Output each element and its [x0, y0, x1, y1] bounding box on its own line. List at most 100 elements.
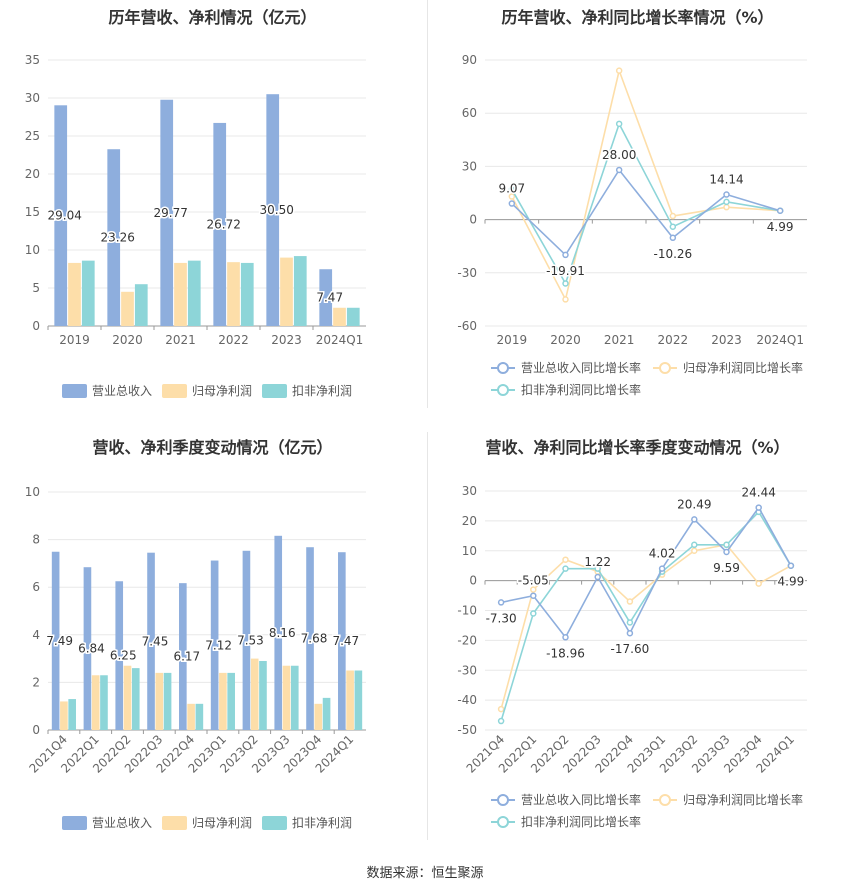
data-label: 7.68: [301, 632, 328, 646]
bar: [333, 307, 346, 326]
chart-canvas: 0 5 10 15 20 25 30 35 2019 2020 2021 2022 2023 2024Q1…: [25, 53, 366, 398]
data-label: 29.77: [154, 206, 188, 220]
data-point: [562, 251, 569, 259]
y-tick-label: -30: [457, 266, 477, 280]
data-point: [508, 200, 516, 207]
bar: [282, 665, 291, 730]
data-point: [594, 573, 601, 581]
y-tick-label: 5: [32, 281, 40, 295]
x-tick-label: 2022: [658, 333, 689, 347]
bar: [293, 256, 307, 326]
panel-divider: [427, 0, 428, 408]
series-line: [500, 506, 792, 639]
bar: [68, 699, 76, 730]
data-label: 4.02: [649, 547, 676, 561]
bar: [60, 701, 68, 730]
data-point: [723, 541, 730, 549]
legend-label: 归母净利润同比增长率: [683, 792, 803, 807]
y-tick-label: -20: [457, 633, 477, 647]
legend-swatch: [262, 384, 287, 398]
legend-label: 扣非净利润: [292, 816, 352, 830]
legend-label: 扣非净利润同比增长率: [521, 814, 641, 829]
y-tick-label: 15: [25, 205, 40, 219]
y-tick-label: 0: [469, 574, 477, 588]
bar: [155, 672, 164, 730]
data-label: 7.12: [205, 638, 232, 652]
bar: [240, 262, 254, 326]
bar: [123, 665, 132, 730]
data-point: [669, 212, 677, 220]
y-tick-label: 0: [469, 213, 477, 227]
y-tick-label: 30: [462, 484, 477, 498]
data-label: 4.99: [767, 220, 794, 234]
legend-label: 营业总收入: [92, 816, 152, 830]
data-label: 30.50: [260, 203, 294, 217]
bar: [266, 94, 280, 326]
data-point: [691, 541, 698, 549]
bar: [83, 567, 92, 730]
y-tick-label: 90: [462, 53, 477, 67]
data-point: [562, 280, 569, 287]
chart-title: 营收、净利同比增长率季度变动情况（%）: [485, 438, 790, 457]
y-tick-label: -60: [457, 319, 477, 333]
data-point: [691, 516, 698, 523]
x-tick-label: 2020: [112, 333, 143, 347]
panel-divider: [427, 432, 428, 840]
bar: [68, 262, 81, 326]
legend-marker: [497, 816, 509, 828]
series-line: [500, 543, 792, 710]
y-tick-label: 0: [32, 319, 40, 333]
data-point: [626, 598, 634, 605]
data-point: [562, 634, 569, 641]
bar: [213, 122, 227, 326]
x-tick-label: 2019: [497, 333, 528, 347]
y-tick-label: 30: [25, 91, 40, 105]
data-point: [594, 565, 601, 572]
data-label: 26.72: [207, 217, 241, 231]
legend-swatch: [62, 816, 87, 830]
y-tick-label: -50: [457, 723, 477, 737]
annual-revenue-profit-chart: 历年营收、净利情况（亿元） 0 5 10 15 20 25 30 35 2019 2020 2021…: [0, 0, 425, 430]
legend-label: 营业总收入同比增长率: [521, 792, 641, 807]
data-label: 24.44: [742, 486, 776, 500]
bar: [187, 703, 195, 730]
data-point: [530, 592, 537, 599]
series-line: [511, 67, 781, 302]
quarterly-revenue-profit-chart: 营收、净利季度变动情况（亿元） 0 2 4 6 8 10 2021Q4 2022Q1 2022Q…: [0, 430, 425, 860]
legend-marker: [497, 794, 509, 806]
legend-label: 营业总收入同比增长率: [521, 360, 641, 375]
y-tick-label: 10: [462, 544, 477, 558]
data-label: 4.99: [778, 575, 805, 589]
data-label: -10.26: [653, 247, 692, 261]
data-label: 8.16: [269, 626, 296, 640]
data-label: 29.04: [48, 209, 82, 223]
data-point: [497, 717, 505, 725]
legend-label: 扣非净利润同比增长率: [521, 382, 641, 397]
x-tick-label: 2021: [604, 333, 635, 347]
data-point: [615, 166, 623, 174]
chart-canvas: -60 -30 0 30 60 90 2019 2020 2021 2022 2023 2024Q1 9…: [457, 53, 807, 397]
bar: [346, 307, 360, 326]
data-label: 28.00: [602, 148, 636, 162]
bar: [250, 658, 259, 730]
data-point: [562, 556, 569, 563]
x-tick-label: 2024Q1: [756, 333, 804, 347]
legend-label: 归母净利润同比增长率: [683, 360, 803, 375]
legend-label: 扣非净利润: [292, 384, 352, 398]
y-tick-label: 2: [32, 675, 40, 689]
bar: [81, 260, 95, 326]
data-label: 7.53: [237, 633, 264, 647]
series-line: [511, 168, 781, 257]
data-point: [508, 186, 516, 193]
bar: [259, 660, 267, 730]
legend-swatch: [162, 384, 187, 398]
bar: [280, 257, 293, 326]
bar: [274, 535, 283, 730]
data-label: 9.59: [713, 561, 740, 575]
bar: [219, 672, 227, 730]
bar: [54, 105, 68, 327]
data-point: [755, 504, 762, 511]
data-label: 6.17: [173, 650, 200, 664]
chart-canvas: -50-40-30-20-1001020302021Q42022Q12022Q2…: [457, 484, 807, 829]
y-tick-label: -30: [457, 663, 477, 677]
